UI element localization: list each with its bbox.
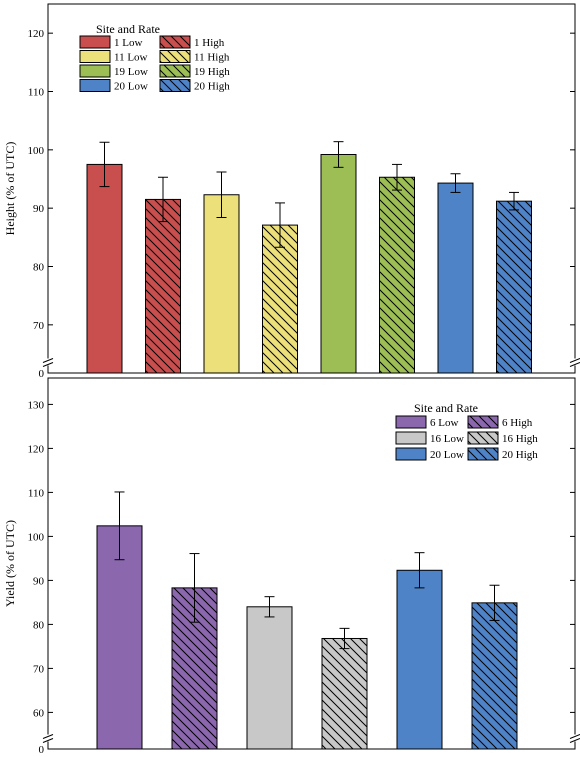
plot-frame xyxy=(47,377,576,750)
y-tick-label: 80 xyxy=(33,619,45,631)
y-tick-label: 110 xyxy=(28,87,45,99)
legend-label: 1 High xyxy=(194,37,225,49)
bar-1-low xyxy=(86,163,123,374)
legend-swatch xyxy=(395,415,427,429)
bar-20-high xyxy=(496,200,532,374)
legend-label: 11 Low xyxy=(114,52,148,64)
legend-swatch xyxy=(395,447,427,461)
y-tick-label: 120 xyxy=(28,443,45,455)
bar-19-high xyxy=(379,176,415,374)
axis-break-mark xyxy=(569,362,580,367)
y-axis-title: Height (% of UTC) xyxy=(3,142,17,236)
legend-item: 6 High xyxy=(467,415,533,429)
legend-label: 20 High xyxy=(194,81,230,93)
legend: Site and Rate 6 Low 6 High 16 Low 16 High 20 … xyxy=(395,401,538,461)
legend-swatch xyxy=(159,64,191,78)
legend-item: 11 High xyxy=(159,50,230,64)
legend-label: 20 Low xyxy=(430,449,464,461)
legend-label: 19 Low xyxy=(114,66,148,78)
axis-break-mark xyxy=(42,362,54,367)
y-tick-label-zero: 0 xyxy=(39,744,45,756)
bar-20-high xyxy=(471,602,518,750)
chart-panel-2: 60 70 80 90 100 110 120 130 0 Yield (% of UTC) Sit… xyxy=(3,377,580,756)
legend-swatch xyxy=(79,64,111,78)
legend-swatch xyxy=(159,79,191,92)
legend-title: Site and Rate xyxy=(414,401,478,415)
legend-label: 6 Low xyxy=(430,417,458,429)
legend-label: 20 Low xyxy=(114,81,148,93)
legend-item: 16 High xyxy=(467,431,538,445)
legend-item: 1 Low xyxy=(79,35,142,49)
axis-break-mark xyxy=(569,734,580,739)
legend-label: 16 Low xyxy=(430,433,464,445)
y-axis-title: Yield (% of UTC) xyxy=(3,520,17,607)
bar-16-low xyxy=(246,606,293,750)
legend-label: 1 Low xyxy=(114,37,142,49)
y-tick-label: 90 xyxy=(33,203,45,215)
bar-11-high xyxy=(262,224,298,374)
legend-swatch xyxy=(159,35,191,49)
legend-swatch xyxy=(467,431,499,445)
legend-title: Site and Rate xyxy=(96,22,160,36)
legend-swatch xyxy=(395,431,427,445)
legend-swatch xyxy=(467,447,499,461)
y-tick-label: 70 xyxy=(33,663,45,675)
y-tick-label: 100 xyxy=(28,145,45,157)
chart-panel-1: 70 80 90 100 110 120 0 Height (% of UTC) Site an… xyxy=(3,3,580,380)
y-tick-label-zero: 0 xyxy=(39,368,45,380)
legend-item: 16 Low xyxy=(395,431,464,445)
legend-swatch xyxy=(159,50,191,63)
legend-swatch xyxy=(79,35,111,49)
y-tick-label: 130 xyxy=(28,399,45,411)
axis-break-mark xyxy=(42,738,54,743)
legend-label: 16 High xyxy=(502,433,538,445)
y-tick-label: 100 xyxy=(28,531,45,543)
legend-label: 20 High xyxy=(502,449,538,461)
bar-1-high xyxy=(145,198,181,374)
legend-item: 20 High xyxy=(467,447,538,461)
bar-19-low xyxy=(320,154,357,374)
axis-break-gap xyxy=(44,358,52,366)
y-tick-label: 120 xyxy=(28,28,45,40)
legend-item: 20 High xyxy=(159,79,230,93)
legend-item: 6 Low xyxy=(395,415,458,429)
bar-6-low xyxy=(96,525,143,750)
y-tick-label: 60 xyxy=(33,707,45,719)
y-tick-label: 90 xyxy=(33,575,45,587)
y-tick-label: 110 xyxy=(28,487,45,499)
axis-break-mark xyxy=(569,358,580,363)
axis-break-mark xyxy=(42,358,54,363)
bar-20-low xyxy=(396,569,443,750)
legend-item: 20 Low xyxy=(79,79,148,93)
legend-label: 19 High xyxy=(194,66,230,78)
plot-frame xyxy=(47,3,576,374)
axis-break-mark xyxy=(42,734,54,739)
y-tick-label: 70 xyxy=(33,320,45,332)
legend-swatch xyxy=(79,50,111,63)
y-tick-label: 80 xyxy=(33,262,45,274)
bar-16-high xyxy=(321,637,368,750)
axis-break-gap xyxy=(571,358,579,366)
legend-item: 19 High xyxy=(159,64,230,78)
bar-20-low xyxy=(437,182,474,374)
legend-item: 20 Low xyxy=(395,447,464,461)
legend-item: 11 Low xyxy=(79,50,148,64)
legend-label: 11 High xyxy=(194,52,230,64)
axis-break-mark xyxy=(569,738,580,743)
legend-item: 19 Low xyxy=(79,64,148,78)
legend-swatch xyxy=(467,415,499,429)
legend-swatch xyxy=(79,79,111,92)
axis-break-gap xyxy=(571,734,579,742)
legend-label: 6 High xyxy=(502,417,533,429)
bar-11-low xyxy=(203,194,240,374)
legend-item: 1 High xyxy=(159,35,225,49)
axis-break-gap xyxy=(44,734,52,742)
